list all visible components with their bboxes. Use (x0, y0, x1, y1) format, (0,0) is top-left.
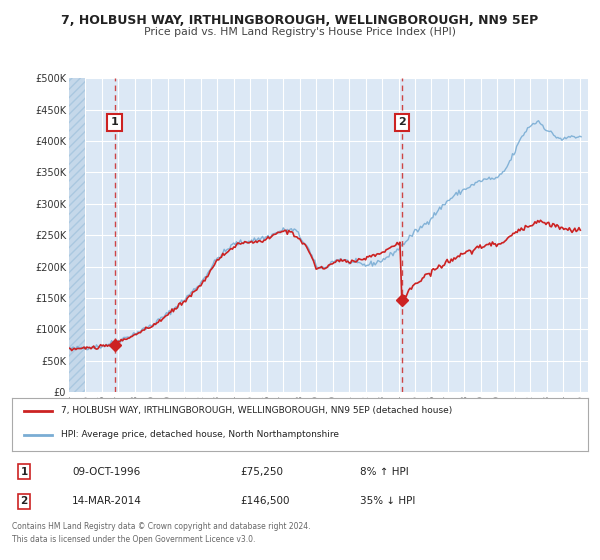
Text: 1: 1 (111, 117, 119, 127)
Text: 09-OCT-1996: 09-OCT-1996 (72, 466, 140, 477)
Text: Contains HM Land Registry data © Crown copyright and database right 2024.: Contains HM Land Registry data © Crown c… (12, 522, 311, 531)
Text: £146,500: £146,500 (240, 496, 290, 506)
Text: 8% ↑ HPI: 8% ↑ HPI (360, 466, 409, 477)
Text: HPI: Average price, detached house, North Northamptonshire: HPI: Average price, detached house, Nort… (61, 430, 339, 440)
Text: 7, HOLBUSH WAY, IRTHLINGBOROUGH, WELLINGBOROUGH, NN9 5EP (detached house): 7, HOLBUSH WAY, IRTHLINGBOROUGH, WELLING… (61, 407, 452, 416)
Text: 7, HOLBUSH WAY, IRTHLINGBOROUGH, WELLINGBOROUGH, NN9 5EP: 7, HOLBUSH WAY, IRTHLINGBOROUGH, WELLING… (61, 14, 539, 27)
Text: 2: 2 (398, 117, 406, 127)
Text: This data is licensed under the Open Government Licence v3.0.: This data is licensed under the Open Gov… (12, 535, 256, 544)
Text: 1: 1 (20, 466, 28, 477)
Text: 35% ↓ HPI: 35% ↓ HPI (360, 496, 415, 506)
Text: Price paid vs. HM Land Registry's House Price Index (HPI): Price paid vs. HM Land Registry's House … (144, 27, 456, 37)
Bar (69, 78, 85, 392)
Text: 2: 2 (20, 496, 28, 506)
Text: 14-MAR-2014: 14-MAR-2014 (72, 496, 142, 506)
Text: £75,250: £75,250 (240, 466, 283, 477)
